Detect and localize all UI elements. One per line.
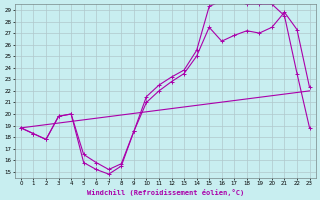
X-axis label: Windchill (Refroidissement éolien,°C): Windchill (Refroidissement éolien,°C) (87, 189, 244, 196)
